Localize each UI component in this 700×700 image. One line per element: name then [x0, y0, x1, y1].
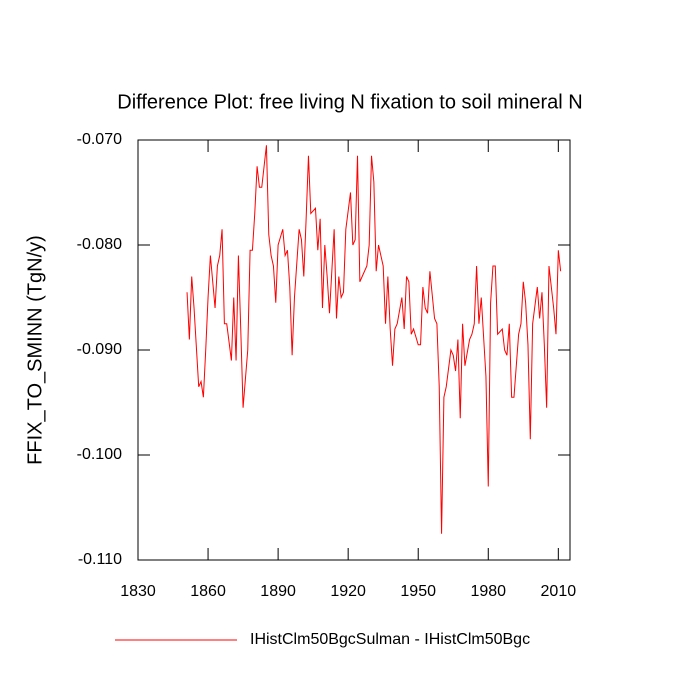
plot-frame [137, 139, 571, 561]
legend-label: IHistClm50BgcSulman - IHistClm50Bgc [250, 631, 530, 648]
y-tick-label: -0.080 [77, 236, 122, 253]
y-axis-label: FFIX_TO_SMINN (TgN/y) [24, 235, 46, 465]
chart-title: Difference Plot: free living N fixation … [117, 91, 582, 113]
y-tick-label: -0.110 [78, 551, 122, 568]
x-tick-label: 1830 [120, 583, 156, 600]
x-tick-label: 1950 [400, 583, 436, 600]
x-tick-label: 2010 [541, 583, 577, 600]
x-tick-label: 1860 [190, 583, 226, 600]
data-line [186, 145, 562, 534]
y-tick-label: -0.100 [77, 446, 122, 463]
y-tick-label: -0.070 [77, 131, 122, 148]
x-tick-label: 1890 [260, 583, 296, 600]
x-tick-label: 1980 [470, 583, 506, 600]
x-tick-label: 1920 [330, 583, 366, 600]
y-tick-label: -0.090 [77, 341, 122, 358]
